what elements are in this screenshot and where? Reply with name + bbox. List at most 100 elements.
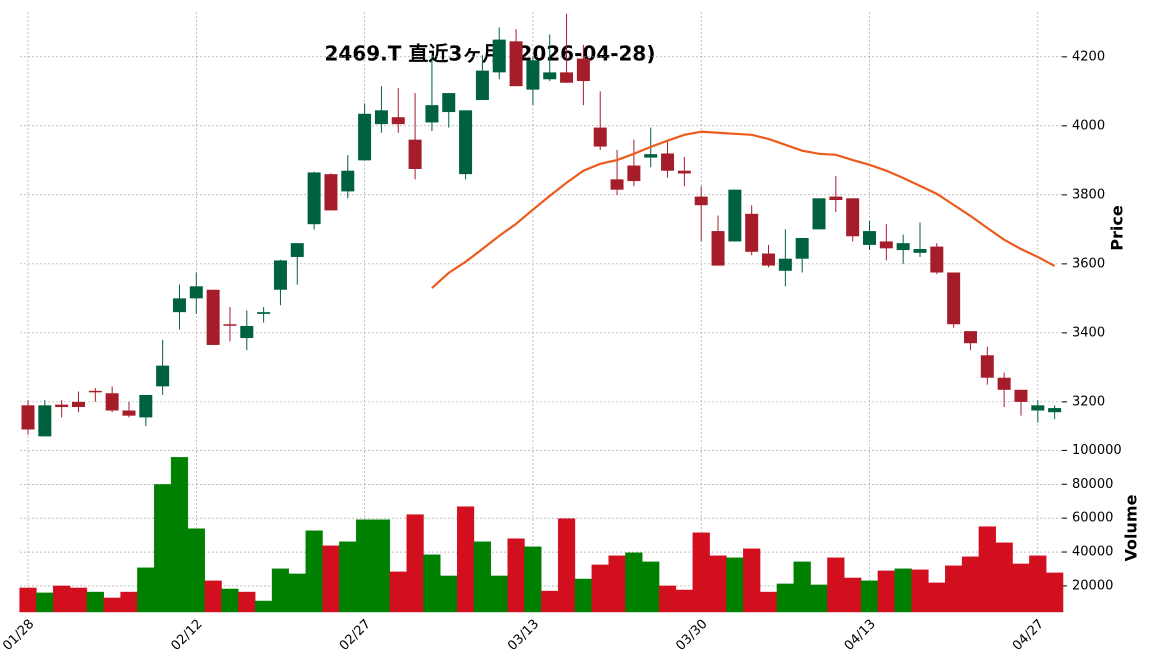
- volume-bar: [726, 557, 744, 613]
- volume-bar: [238, 591, 256, 613]
- x-tick-label: 01/28: [0, 617, 37, 654]
- candle-body: [391, 117, 405, 125]
- volume-bar: [557, 518, 576, 613]
- volume-bar: [170, 457, 189, 613]
- candle-body: [189, 286, 203, 299]
- y-axis-label: Price: [1108, 205, 1127, 251]
- candle-body: [172, 298, 186, 313]
- volume-bar: [524, 546, 542, 613]
- candle-body: [694, 196, 708, 206]
- candle-body: [661, 153, 675, 171]
- volume-bar: [978, 526, 996, 613]
- candle-body: [122, 410, 136, 416]
- candle-body: [139, 394, 153, 418]
- candle-body: [374, 110, 388, 125]
- x-tick-label: 02/27: [337, 617, 374, 654]
- volume-bar: [19, 587, 37, 613]
- volume-bar: [137, 567, 155, 613]
- y-tick-label: 60000: [1072, 511, 1113, 526]
- moving-average: [431, 130, 1056, 289]
- volume-bar: [423, 554, 441, 613]
- volume-bar: [372, 519, 391, 613]
- y-tick-label: 4200: [1072, 49, 1105, 64]
- y-tick-label: 100000: [1072, 443, 1122, 458]
- candle-body: [105, 393, 119, 411]
- candle-body: [644, 154, 658, 158]
- candle-body: [711, 231, 725, 266]
- volume-bar: [53, 585, 71, 613]
- candle-body: [223, 324, 237, 326]
- volume-bar: [473, 541, 492, 613]
- volume-bar: [810, 584, 828, 613]
- candle-body: [593, 127, 607, 147]
- y-tick-label: 3600: [1072, 256, 1105, 271]
- candle-body: [778, 258, 792, 271]
- volume-bar: [827, 557, 845, 613]
- volume-bar: [490, 575, 508, 613]
- volume-bar: [608, 555, 626, 613]
- volume-bar: [339, 541, 357, 613]
- candle-body: [442, 93, 456, 113]
- x-tick-label: 04/27: [1010, 617, 1047, 654]
- volume-bar: [574, 578, 593, 613]
- candle-body: [627, 165, 641, 182]
- candle-body: [913, 249, 927, 253]
- candle-body: [677, 170, 691, 174]
- volume-bar: [860, 580, 879, 613]
- volume-bar: [995, 542, 1013, 613]
- volume-bar: [961, 556, 980, 613]
- x-tick-label: 03/30: [673, 617, 710, 654]
- volume-bar: [642, 561, 660, 613]
- volume-bar: [894, 568, 912, 613]
- candle-body: [459, 110, 473, 175]
- volume-bar: [36, 592, 54, 613]
- y-tick-label: 3800: [1072, 187, 1105, 202]
- candle-body: [273, 260, 287, 290]
- candle-body: [576, 58, 590, 82]
- candle-body: [71, 401, 85, 408]
- volume-bar: [271, 568, 290, 613]
- candle-body: [745, 213, 759, 252]
- volume-bar: [355, 519, 374, 613]
- volume-bar: [844, 577, 862, 613]
- candle-body: [997, 377, 1011, 390]
- candle-body: [896, 243, 910, 251]
- volume-bar: [406, 514, 424, 613]
- volume-bar: [928, 582, 946, 613]
- candle-body: [930, 246, 944, 273]
- candle-body: [341, 170, 355, 192]
- volume-bar: [456, 506, 475, 613]
- y-tick-label: 80000: [1072, 477, 1113, 492]
- candle-body: [38, 405, 52, 437]
- volume-bar: [305, 530, 323, 613]
- candle-body: [206, 289, 220, 345]
- volume-axis-label: Volume: [1122, 494, 1141, 561]
- volume-bar: [692, 532, 710, 613]
- volume-bar: [187, 528, 205, 613]
- volume-bar: [658, 585, 677, 613]
- candle-body: [425, 105, 439, 123]
- volume-bar: [1029, 555, 1047, 613]
- candle-body: [762, 253, 776, 266]
- candle-body: [1048, 408, 1062, 413]
- candle-body: [21, 405, 35, 430]
- volume-bar: [204, 580, 222, 613]
- candle-body: [307, 172, 321, 225]
- candle-body: [963, 331, 977, 344]
- volume-bar: [591, 564, 609, 613]
- volume-bar: [86, 591, 104, 613]
- candle-body: [475, 70, 489, 100]
- y-tick-label: 40000: [1072, 545, 1113, 560]
- volume-bar: [911, 569, 929, 613]
- candle-body: [88, 390, 102, 393]
- candle-body: [55, 404, 69, 408]
- candle-body: [526, 60, 540, 90]
- candle-body: [358, 113, 372, 161]
- volume-bar: [103, 597, 121, 613]
- candle-body: [795, 237, 809, 259]
- volume-bar: [288, 573, 306, 613]
- candle-body: [240, 325, 254, 339]
- x-tick-label: 03/13: [505, 617, 542, 654]
- x-tick-label: 02/12: [169, 617, 206, 654]
